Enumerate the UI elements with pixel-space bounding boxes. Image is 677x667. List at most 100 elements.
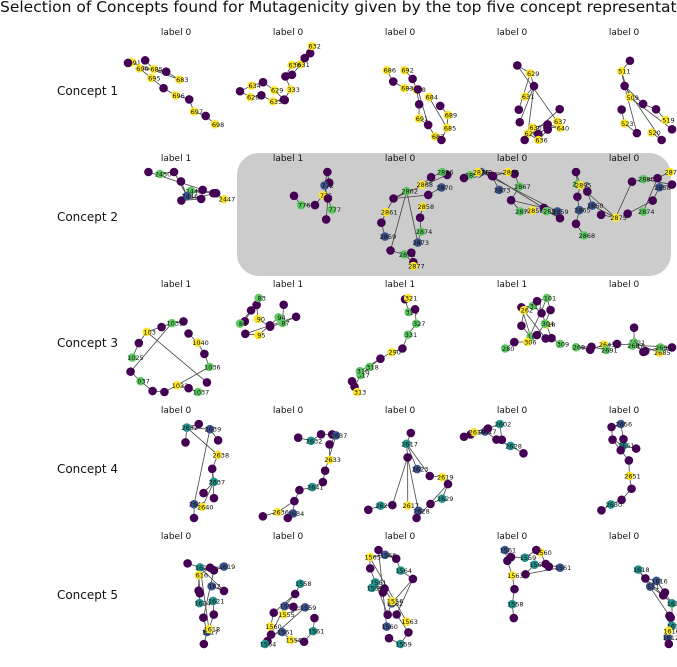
node-id-label: 310 [543, 321, 555, 329]
node-id-label: 2639 [205, 426, 222, 434]
node-id-label: 640 [557, 124, 569, 132]
graph-node [199, 613, 208, 622]
graph-node [408, 574, 418, 584]
node-id-label: 2637 [209, 478, 226, 486]
node-id-label: 509 [626, 94, 638, 102]
graph-node [555, 563, 565, 573]
graph-panel: label 1311310309103262101304306280 [456, 280, 569, 400]
graph-node [495, 419, 505, 429]
graph-panel: label 0 511 509 519 520 523 [568, 28, 677, 148]
graph-node [306, 436, 316, 446]
graph-node [546, 305, 555, 315]
graph-node [507, 599, 517, 609]
graph-edge [407, 457, 419, 511]
node-id-label: 1561 [555, 564, 572, 572]
node-id-label: 1618 [204, 626, 221, 634]
graph-node [542, 206, 551, 216]
graph-node [321, 215, 331, 224]
node-id-label: 309 [557, 340, 569, 348]
node-id-label: 2879 [664, 169, 677, 177]
panel-label: label 0 [608, 280, 640, 290]
graph-node [656, 343, 665, 352]
node-id-label: 1560 [535, 549, 552, 557]
node-id-label: 519 [662, 116, 674, 124]
graph-node [252, 300, 261, 310]
graph-node [667, 599, 677, 608]
graph-node [506, 195, 516, 205]
node-id-label: 2617 [401, 440, 418, 448]
graph-panel: label 0692688691687685689684683686 [344, 28, 457, 148]
node-id-label: 2627 [375, 502, 392, 510]
node-id-label: 2656 [616, 421, 633, 429]
node-id-label: 776 [298, 202, 310, 210]
graph-edge [511, 199, 544, 209]
graph-node [210, 119, 220, 129]
node-id-label: 94 [277, 314, 285, 322]
node-id-label: 2876 [473, 169, 490, 177]
graph-node [207, 464, 217, 474]
graph-node [423, 120, 433, 130]
graph-node [443, 479, 453, 489]
graph-node [281, 72, 290, 81]
graph-node [136, 376, 145, 386]
graph-node [193, 387, 203, 397]
concept-row-label: Concept 4 [56, 462, 119, 476]
graph-node [254, 293, 264, 303]
graph-node [571, 219, 581, 229]
panel-label: label 0 [496, 406, 528, 416]
node-id-label: 2448 [185, 187, 202, 195]
node-id-label: 288 [543, 208, 555, 216]
node-id-label: 87 [281, 319, 289, 327]
node-id-label: 628 [247, 94, 259, 102]
node-id-label: 2628 [413, 507, 430, 515]
node-id-label: 1564 [260, 641, 277, 649]
graph-panel: label 01618161616171613161216161619531 [568, 532, 677, 652]
graph-node [258, 77, 268, 87]
node-id-label: 1559 [395, 641, 412, 649]
graph-node [367, 583, 377, 593]
node-id-label: 86 [239, 320, 247, 328]
node-id-label: 687 [432, 133, 444, 141]
graph-node [527, 206, 537, 215]
graph-edge [199, 567, 225, 592]
panel-label: label 0 [160, 532, 192, 542]
node-id-label: 103 [144, 328, 156, 336]
graph-node [147, 73, 156, 83]
node-id-label: 95 [257, 332, 265, 340]
node-id-label: 1559 [280, 603, 297, 611]
graph-node [365, 362, 374, 372]
graph-node [316, 429, 326, 439]
node-id-label: 2859 [552, 208, 569, 216]
graph-node [414, 506, 423, 516]
graph-node [182, 191, 192, 201]
graph-node [403, 293, 413, 303]
panel-label: label 1 [272, 280, 304, 290]
node-id-label: 2640 [197, 503, 214, 511]
graph-node [620, 81, 629, 91]
graph-node [347, 376, 357, 386]
graph-node [423, 190, 433, 200]
graph-node [287, 70, 297, 80]
graph-node [148, 386, 157, 396]
node-id-label: 1561 [370, 579, 387, 587]
node-id-label: 1613 [667, 622, 677, 630]
graph-node [617, 105, 626, 114]
graph-edge [518, 73, 531, 110]
graph-edge [390, 191, 408, 251]
graph-node [487, 171, 497, 181]
node-id-label: 2687 [627, 342, 644, 350]
graph-node [579, 231, 589, 240]
node-id-label: 2629 [437, 495, 454, 503]
graph-node [277, 627, 287, 637]
node-id-label: 1558 [507, 601, 524, 609]
node-id-label: 2858 [654, 184, 671, 192]
graph-node [208, 596, 218, 606]
node-id-label: 2859 [380, 233, 397, 241]
node-id-label: 1616 [651, 577, 668, 585]
node-id-label: 2636 [272, 509, 289, 517]
graph-node [627, 177, 637, 186]
graph-node [514, 105, 524, 114]
graph-node [171, 91, 180, 100]
graph-panel: label 1 2448 2447 2446 2450 [120, 154, 235, 274]
node-id-label: 1612 [663, 634, 677, 642]
